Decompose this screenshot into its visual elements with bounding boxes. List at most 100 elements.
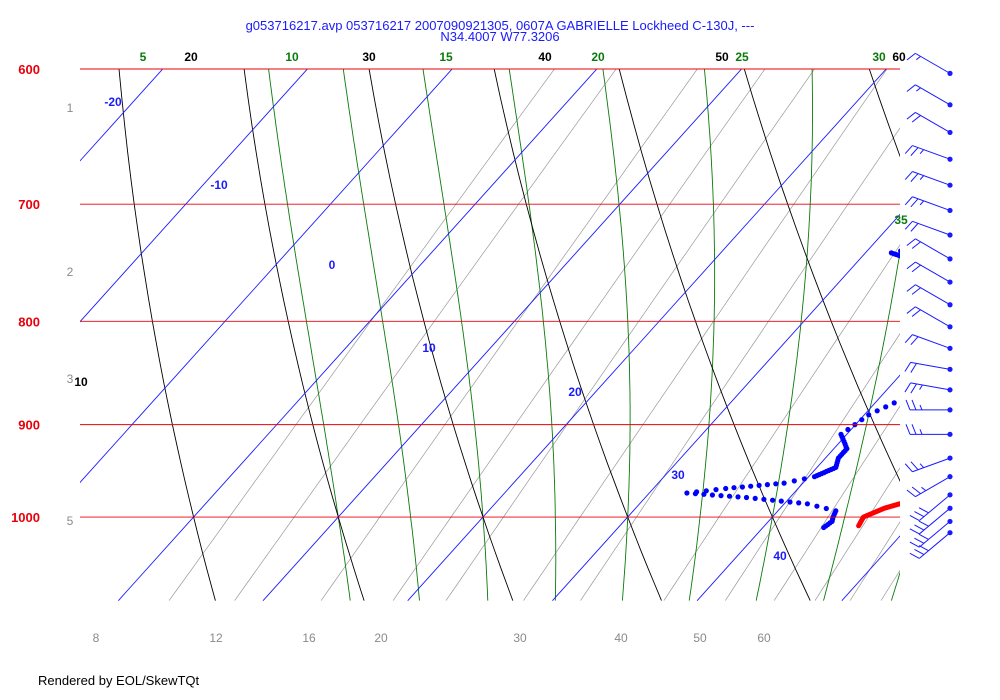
dewpoint-point xyxy=(694,489,699,494)
wind-barb-station xyxy=(947,302,952,307)
plot-area xyxy=(0,8,1000,600)
dewpoint-point xyxy=(757,483,762,488)
dry-adiabat-line xyxy=(727,9,959,601)
dewpoint-point xyxy=(875,408,880,413)
wind-barb-flag xyxy=(914,538,923,543)
wind-barb-staff xyxy=(915,53,950,73)
wind-barb-half-flag xyxy=(922,487,926,490)
isotherm-label: 40 xyxy=(773,549,787,563)
moist-adiabat-line xyxy=(595,9,631,601)
mixing-ratio-line xyxy=(235,9,660,601)
isotherm-line xyxy=(552,8,1000,600)
wind-barb-flag xyxy=(910,529,919,534)
mixing-ratio-line xyxy=(774,9,1000,601)
pressure-label: 700 xyxy=(18,197,40,212)
isotherm-label: -20 xyxy=(104,95,122,109)
dewpoint-point xyxy=(859,417,864,422)
wind-barb-flag xyxy=(914,549,923,554)
dewpoint-point xyxy=(892,400,897,405)
wind-barb-station xyxy=(947,519,952,524)
wind-barb-flag xyxy=(907,239,915,246)
pressure-label: 800 xyxy=(18,314,40,329)
wind-barb-flag xyxy=(911,174,918,182)
wind-barb-flag xyxy=(919,508,928,513)
isotherm-line xyxy=(408,8,941,600)
dewpoint-point xyxy=(996,312,1000,317)
dewpoint-point xyxy=(960,235,965,240)
wind-barb-flag xyxy=(911,148,918,156)
dewpoint-point xyxy=(978,223,983,228)
dewpoint-point xyxy=(765,482,770,487)
dewpoint-point xyxy=(965,263,970,268)
dewpoint-point xyxy=(748,484,753,489)
dry-adiabat-label: 50 xyxy=(715,50,729,64)
isotherm-label: 20 xyxy=(568,385,582,399)
isotherm-line xyxy=(0,8,362,600)
dewpoint-point xyxy=(981,308,986,313)
isotherm-line xyxy=(118,8,651,600)
dewpoint-point xyxy=(995,304,1000,309)
dewpoint-point xyxy=(773,481,778,486)
wind-barb-flag xyxy=(914,525,923,530)
wind-barbs xyxy=(905,53,953,558)
dewpoint-point xyxy=(992,352,997,357)
wind-barb-flag xyxy=(911,462,918,470)
isotherm-line xyxy=(263,8,796,600)
wind-barb-flag xyxy=(907,85,915,92)
moist-adiabat-line xyxy=(960,9,1000,601)
mixing-ratio-line xyxy=(725,9,1000,601)
dewpoint-point xyxy=(966,220,971,225)
dry-adiabat-label: 10 xyxy=(74,375,88,389)
dewpoint-point xyxy=(792,478,797,483)
dewpoint-point xyxy=(948,261,953,266)
dewpoint-point xyxy=(802,476,807,481)
dry-adiabat-line xyxy=(359,9,512,601)
dewpoint-point xyxy=(824,506,829,511)
wind-barb-staff xyxy=(915,307,950,327)
dewpoint-point xyxy=(898,248,903,253)
wind-barb-station xyxy=(947,157,952,162)
dewpoint-point xyxy=(932,259,937,264)
wind-barb-station xyxy=(947,183,952,188)
dewpoint-point xyxy=(977,232,982,237)
dewpoint-point xyxy=(940,260,945,265)
wind-barb-flag xyxy=(911,384,917,393)
dewpoint-point xyxy=(900,254,905,259)
mixing-ratio-line xyxy=(524,9,929,601)
dewpoint-point xyxy=(917,245,922,250)
moist-adiabat-line xyxy=(689,9,714,601)
dewpoint-point xyxy=(934,377,939,382)
footer-credit: Rendered by EOL/SkewTQt xyxy=(38,673,199,688)
dewpoint-point xyxy=(989,310,994,315)
dewpoint-point xyxy=(904,256,909,261)
dewpoint-point xyxy=(814,504,819,509)
height-label: 5 xyxy=(67,514,74,528)
wind-barb-flag xyxy=(905,383,911,392)
bottom-scale-label: 50 xyxy=(693,631,707,645)
dewpoint-point xyxy=(981,227,986,232)
wind-barb-station xyxy=(947,130,952,135)
moist-adiabat-line xyxy=(414,9,488,601)
isotherm-label: 0 xyxy=(329,258,336,272)
wind-barb-station xyxy=(947,208,952,213)
isotherm-line xyxy=(987,8,1000,600)
dewpoint-point xyxy=(923,258,928,263)
moist-adiabat-label: 5 xyxy=(140,50,147,64)
wind-barb-flag xyxy=(905,172,912,180)
isotherm-line xyxy=(842,8,1000,600)
wind-barb-flag xyxy=(912,487,920,494)
dewpoint-point xyxy=(983,228,988,233)
moist-adiabat-label: 15 xyxy=(439,50,453,64)
isotherm-line xyxy=(697,8,1000,600)
wind-barb-station xyxy=(947,232,952,237)
dewpoint-point xyxy=(974,265,979,270)
moist-adiabat-line xyxy=(500,9,556,601)
moist-adiabat-label: 35 xyxy=(894,213,908,227)
isotherm-line xyxy=(0,8,507,600)
height-label: 2 xyxy=(67,265,74,279)
dewpoint-point xyxy=(979,308,984,313)
mixing-ratio-line xyxy=(933,9,1000,601)
dewpoint-point xyxy=(833,508,838,513)
dewpoint-point xyxy=(987,306,992,311)
wind-barb-half-flag xyxy=(920,385,923,390)
